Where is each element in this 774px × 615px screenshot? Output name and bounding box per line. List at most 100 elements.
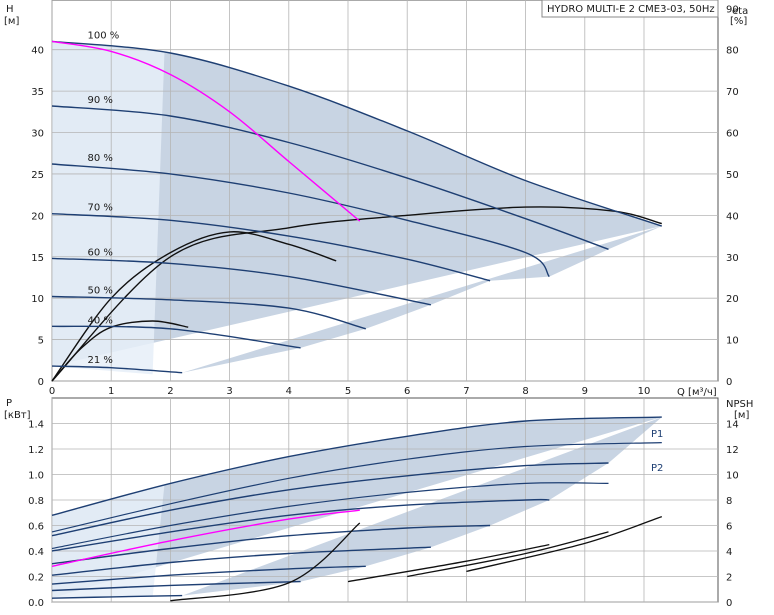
head-axis-unit: [м] xyxy=(4,16,19,27)
head-tick-label: 35 xyxy=(31,87,44,98)
head-tick-label: 5 xyxy=(38,336,44,347)
npsh-axis-unit: [м] xyxy=(734,410,749,421)
eta-axis-label: eta xyxy=(732,6,748,17)
npsh-curve xyxy=(407,531,609,578)
eta-curve xyxy=(51,231,337,382)
x-tick-label: 0 xyxy=(49,386,55,397)
operating-region xyxy=(52,41,662,373)
npsh-tick-label: 8 xyxy=(726,496,732,507)
eta-tick-label: 90 xyxy=(726,4,739,15)
head-tick-label: 30 xyxy=(31,129,44,140)
head-curve xyxy=(51,295,366,330)
eta-tick-label: 0 xyxy=(726,377,732,388)
x-tick-label: 8 xyxy=(522,386,528,397)
x-tick-label: 9 xyxy=(582,386,588,397)
power-best-line xyxy=(51,509,360,567)
x-tick-label: 5 xyxy=(345,386,351,397)
eta-tick-label: 80 xyxy=(726,46,739,57)
head-tick-label: 15 xyxy=(31,253,44,264)
chart-title-box: HYDRO MULTI-E 2 CME3-03, 50Hz xyxy=(541,0,719,18)
npsh-tick-label: 6 xyxy=(726,522,732,533)
eta-tick-label: 50 xyxy=(726,170,739,181)
power-tick-label: 1.2 xyxy=(28,445,44,456)
p1-curve xyxy=(51,546,431,576)
head-tick-label: 0 xyxy=(38,377,44,388)
head-tick-label: 10 xyxy=(31,294,44,305)
npsh-curve xyxy=(170,522,361,602)
power-axis-label: P xyxy=(6,398,12,409)
npsh-curve xyxy=(466,515,663,573)
x-tick-label: 4 xyxy=(286,386,292,397)
eta-tick-label: 60 xyxy=(726,129,739,140)
p1-curve xyxy=(51,462,609,537)
p2-curve xyxy=(51,482,609,550)
head-curve xyxy=(51,257,432,306)
power-tick-label: 0.8 xyxy=(28,496,44,507)
head-curve xyxy=(51,365,183,374)
x-tick-label: 10 xyxy=(638,386,651,397)
speed-label: 100 % xyxy=(88,30,120,41)
head-plot: 0 1 2 3 4 5 6 7 8 9 10 0 5 10 15 20 25 30 35 40 0 10 20 30 40 50 6… xyxy=(31,0,739,397)
legend-p1: P1 xyxy=(651,429,663,440)
x-tick-label: 2 xyxy=(167,386,173,397)
flow-axis-label: Q [м³/ч] xyxy=(677,387,717,398)
p1-curve xyxy=(51,416,662,516)
npsh-axis-label: NPSH xyxy=(726,399,753,410)
power-region xyxy=(52,417,662,599)
best-efficiency-line xyxy=(51,40,361,222)
npsh-tick-label: 10 xyxy=(726,471,739,482)
p1-curve xyxy=(51,594,183,599)
head-curve xyxy=(51,325,301,349)
npsh-tick-label: 2 xyxy=(726,573,732,584)
x-tick-label: 3 xyxy=(226,386,232,397)
head-curve xyxy=(51,105,609,250)
x-tick-label: 7 xyxy=(463,386,469,397)
power-tick-label: 0.6 xyxy=(28,522,44,533)
eta-tick-label: 20 xyxy=(726,294,739,305)
legend-p2: P2 xyxy=(651,463,663,474)
power-plot: 0.0 0.2 0.4 0.6 0.8 1.0 1.2 1.4 0 2 4 6 8 10 12 14 xyxy=(28,397,739,609)
npsh-curve xyxy=(347,543,550,583)
power-tick-label: 0.4 xyxy=(28,547,44,558)
x-tick-label: 1 xyxy=(108,386,114,397)
eta-curve xyxy=(51,320,189,382)
chart-title: HYDRO MULTI-E 2 CME3-03, 50Hz xyxy=(547,4,715,15)
eta-tick-label: 30 xyxy=(726,253,739,264)
head-tick-label: 20 xyxy=(31,211,44,222)
p1-curve xyxy=(51,498,550,552)
speed-label: 80 % xyxy=(88,153,113,164)
speed-label: 70 % xyxy=(88,203,113,214)
npsh-tick-label: 14 xyxy=(726,420,739,431)
head-tick-label: 40 xyxy=(31,46,44,57)
power-tick-label: 1.0 xyxy=(28,471,44,482)
power-tick-label: 0.2 xyxy=(28,573,44,584)
head-curve xyxy=(51,40,663,227)
eta-tick-label: 10 xyxy=(726,336,739,347)
eta-axis-unit: [%] xyxy=(730,16,747,27)
head-curve xyxy=(51,213,491,282)
speed-label: 40 % xyxy=(88,315,113,326)
power-tick-label: 0.0 xyxy=(28,598,44,609)
p1-curve xyxy=(51,524,491,565)
p1-curve xyxy=(51,580,301,592)
p2-curve xyxy=(51,442,662,533)
low-flow-region xyxy=(52,41,165,375)
npsh-tick-label: 0 xyxy=(726,598,732,609)
power-tick-label: 1.4 xyxy=(28,420,44,431)
eta-curve xyxy=(51,206,662,382)
speed-label: 21 % xyxy=(88,355,113,366)
npsh-tick-label: 4 xyxy=(726,547,732,558)
speed-label: 50 % xyxy=(88,286,113,297)
eta-tick-label: 70 xyxy=(726,87,739,98)
speed-label: 60 % xyxy=(88,247,113,258)
speed-label: 90 % xyxy=(88,95,113,106)
head-axis-label: H xyxy=(6,4,14,15)
eta-tick-label: 40 xyxy=(726,211,739,222)
power-axis-unit: [кВт] xyxy=(4,410,31,421)
head-tick-label: 25 xyxy=(31,170,44,181)
p1-curve xyxy=(51,565,366,585)
npsh-tick-label: 12 xyxy=(726,445,739,456)
x-tick-label: 6 xyxy=(404,386,410,397)
